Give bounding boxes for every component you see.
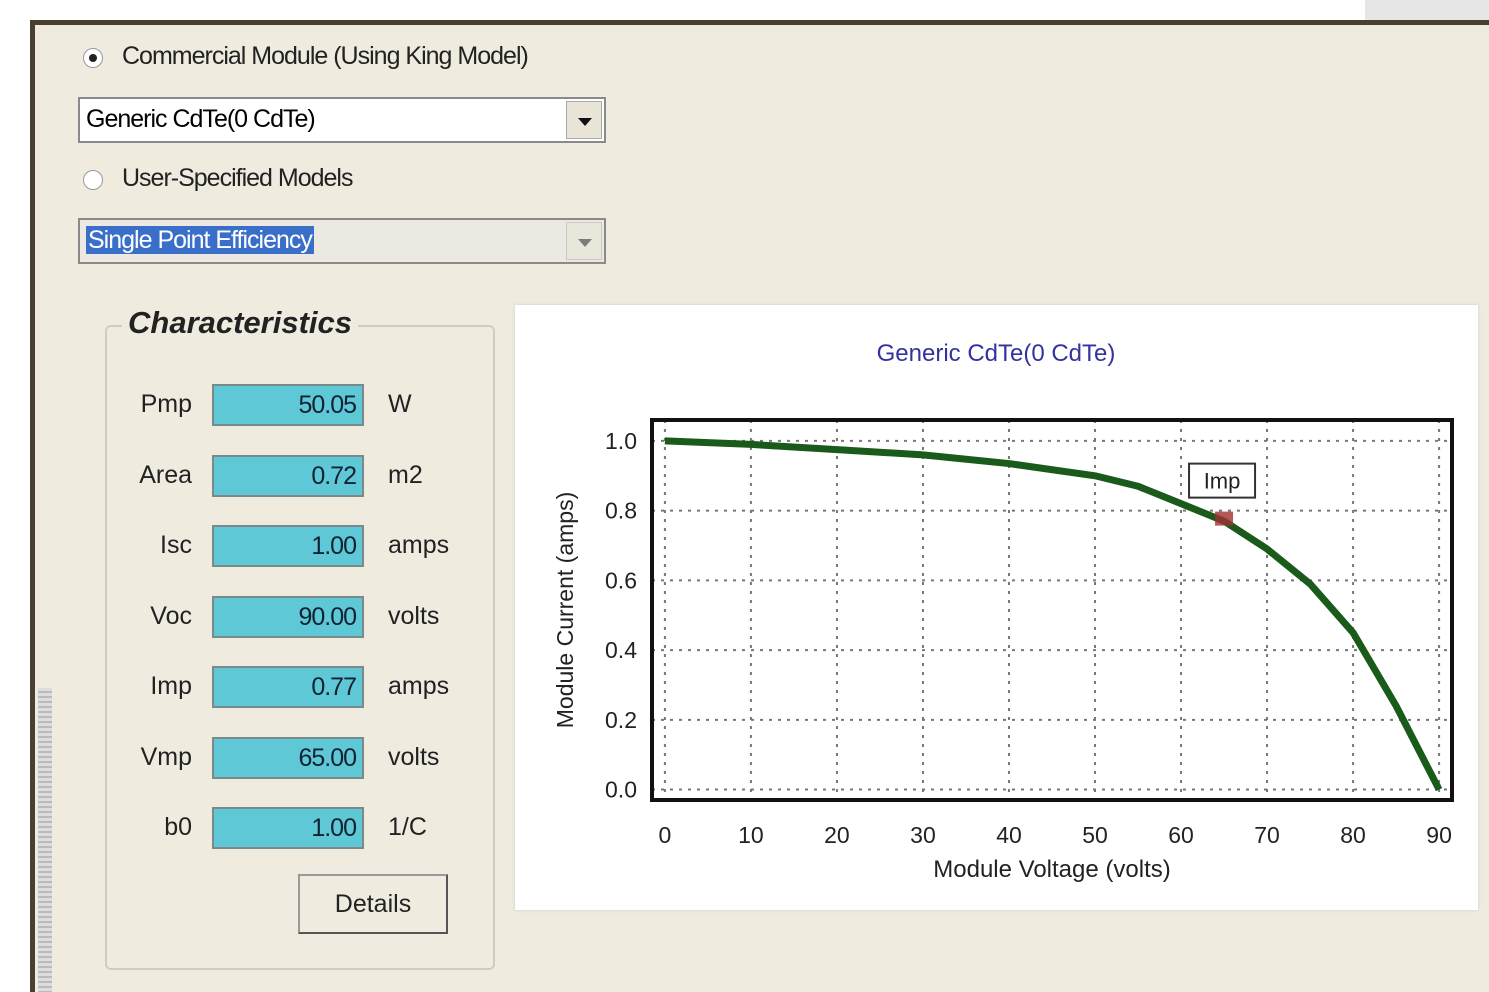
field-value[interactable]: 65.00	[212, 736, 364, 779]
field-value[interactable]: 0.72	[212, 454, 364, 497]
dropdown-arrow[interactable]	[566, 222, 602, 260]
y-tick-label: 0.6	[605, 567, 637, 593]
field-unit: W	[388, 390, 412, 418]
field-unit: 1/C	[388, 813, 427, 841]
x-tick-label: 10	[738, 822, 764, 848]
field-unit: volts	[388, 742, 440, 771]
radio-label[interactable]: User-Specified Models	[122, 164, 353, 192]
field-value[interactable]: 0.77	[212, 666, 364, 708]
annotation-label: Imp	[1204, 469, 1241, 494]
field-value[interactable]: 1.00	[212, 807, 364, 849]
radio-label[interactable]: Commercial Module (Using King Model)	[122, 42, 529, 70]
group-title: Characteristics	[122, 305, 359, 341]
radio-button[interactable]	[83, 170, 103, 190]
field-value[interactable]: 90.00	[212, 595, 364, 638]
x-tick-label: 30	[910, 822, 936, 848]
x-tick-label: 60	[1168, 822, 1194, 848]
y-tick-label: 1.0	[605, 428, 637, 454]
radio-button[interactable]	[83, 48, 103, 68]
radio-dot	[89, 54, 97, 62]
dropdown-arrow[interactable]	[566, 101, 602, 139]
field-unit: volts	[388, 601, 440, 630]
field-unit: amps	[388, 672, 450, 700]
field-label: Area	[139, 460, 192, 489]
field-value[interactable]: 50.05	[212, 384, 364, 426]
plot-frame	[650, 418, 1454, 802]
field-unit: m2	[388, 460, 423, 489]
field-label: Isc	[160, 531, 192, 559]
dropdown-text: Single Point Efficiency	[86, 226, 314, 254]
scrollbar	[38, 688, 52, 992]
x-axis-title: Module Voltage (volts)	[933, 856, 1170, 883]
field-unit: amps	[388, 531, 450, 559]
field-label: Pmp	[140, 390, 192, 418]
chart-panel: Generic CdTe(0 CdTe) Module Voltage (vol…	[515, 305, 1478, 910]
y-tick-label: 0.4	[605, 637, 637, 663]
x-tick-label: 40	[996, 822, 1022, 848]
x-tick-label: 0	[659, 822, 672, 848]
chart-title: Generic CdTe(0 CdTe)	[877, 340, 1116, 367]
dropdown[interactable]: Single Point Efficiency	[78, 218, 606, 264]
x-tick-label: 20	[824, 822, 850, 848]
y-tick-label: 0.2	[605, 707, 637, 733]
dropdown[interactable]: Generic CdTe(0 CdTe)	[78, 97, 606, 143]
y-tick-label: 0.0	[605, 777, 637, 803]
x-tick-label: 70	[1254, 822, 1280, 848]
field-label: Voc	[150, 601, 192, 630]
field-label: Vmp	[140, 742, 192, 771]
annotation-box	[1188, 462, 1257, 499]
chart: Generic CdTe(0 CdTe) Module Voltage (vol…	[552, 340, 1454, 883]
field-value[interactable]: 1.00	[212, 525, 364, 567]
line	[664, 437, 1443, 792]
dropdown-text: Generic CdTe(0 CdTe)	[86, 105, 316, 133]
x-tick-label: 90	[1426, 822, 1452, 848]
y-tick-label: 0.8	[605, 498, 637, 524]
x-tick-label: 50	[1082, 822, 1108, 848]
annotation-marker	[1215, 511, 1234, 526]
y-axis-title: Module Current (amps)	[552, 492, 578, 728]
x-tick-label: 80	[1340, 822, 1366, 848]
details-button[interactable]: Details	[298, 874, 448, 934]
field-label: b0	[164, 813, 192, 841]
field-label: Imp	[150, 672, 192, 700]
